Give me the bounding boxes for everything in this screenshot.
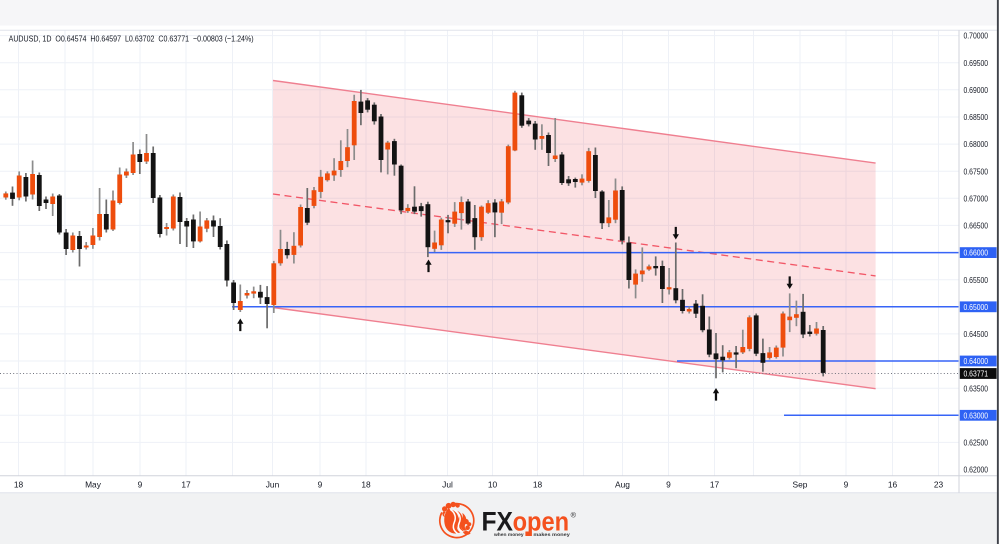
svg-text:0.64500: 0.64500 <box>964 329 989 339</box>
svg-text:9: 9 <box>844 480 849 490</box>
svg-text:23: 23 <box>934 480 944 490</box>
svg-text:18: 18 <box>14 480 24 490</box>
svg-text:17: 17 <box>710 480 720 490</box>
svg-text:16: 16 <box>888 480 898 490</box>
svg-text:0.66000: 0.66000 <box>964 248 989 258</box>
svg-text:9: 9 <box>666 480 671 490</box>
svg-text:9: 9 <box>138 480 143 490</box>
svg-text:18: 18 <box>361 480 371 490</box>
svg-text:0.63500: 0.63500 <box>964 383 989 393</box>
svg-text:0.62500: 0.62500 <box>964 438 989 448</box>
svg-text:®: ® <box>571 511 577 520</box>
svg-text:10: 10 <box>488 480 498 490</box>
svg-text:when money: when money <box>493 532 524 537</box>
svg-text:0.68500: 0.68500 <box>964 112 989 122</box>
svg-text:Aug: Aug <box>615 480 630 490</box>
svg-text:17: 17 <box>181 480 191 490</box>
svg-text:0.62000: 0.62000 <box>964 465 989 475</box>
svg-text:0.67500: 0.67500 <box>964 166 989 176</box>
svg-text:9: 9 <box>318 480 323 490</box>
svg-text:0.69000: 0.69000 <box>964 85 989 95</box>
svg-text:0.63000: 0.63000 <box>964 410 989 420</box>
svg-text:0.63771: 0.63771 <box>964 369 989 379</box>
svg-text:AUDUSD, 1D O0.64574 H0.64597: AUDUSD, 1D O0.64574 H0.64597 L0.63702 C0… <box>9 34 254 44</box>
svg-text:open: open <box>513 507 570 537</box>
svg-text:0.69500: 0.69500 <box>964 58 989 68</box>
svg-text:0.65000: 0.65000 <box>964 302 989 312</box>
svg-text:FX: FX <box>482 507 514 537</box>
svg-text:Sep: Sep <box>793 480 808 490</box>
svg-text:0.67000: 0.67000 <box>964 193 989 203</box>
svg-text:0.65500: 0.65500 <box>964 275 989 285</box>
svg-text:0.66500: 0.66500 <box>964 221 989 231</box>
svg-text:makes money: makes money <box>533 532 570 537</box>
svg-text:18: 18 <box>533 480 543 490</box>
svg-text:Jul: Jul <box>442 480 453 490</box>
svg-text:0.68000: 0.68000 <box>964 139 989 149</box>
svg-text:0.64000: 0.64000 <box>964 356 989 366</box>
svg-text:0.70000: 0.70000 <box>964 31 989 41</box>
svg-text:Jun: Jun <box>266 480 280 490</box>
svg-text:May: May <box>85 480 102 490</box>
